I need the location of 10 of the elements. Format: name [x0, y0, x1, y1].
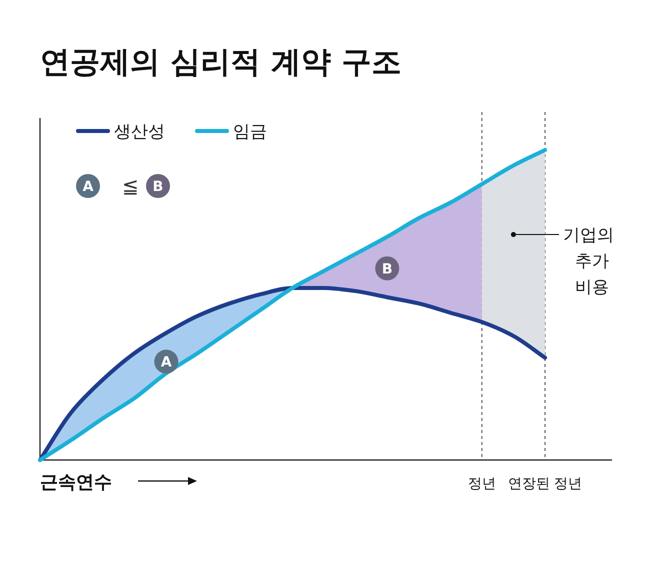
series-label: A — [160, 354, 172, 371]
chart-title: 연공제의 심리적 계약 구조 — [40, 45, 402, 80]
annotation: A ≦ B — [76, 174, 170, 198]
x-tick-label: 연장된 정년 — [508, 476, 582, 492]
x-axis-title: 근속연수 — [40, 472, 112, 493]
series-label: B — [382, 261, 393, 278]
legend-label: 생산성 — [114, 122, 165, 142]
legend-label: 임금 — [233, 122, 267, 142]
x-tick-label: 정년 — [468, 476, 496, 492]
series-label: 기업의 추가 비용 — [563, 226, 614, 298]
